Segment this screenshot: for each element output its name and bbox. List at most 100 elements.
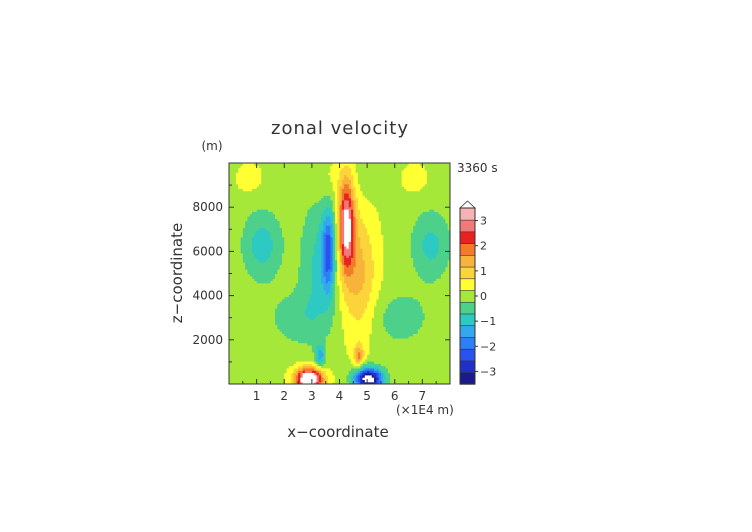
heatmap-cell (252, 331, 255, 334)
heatmap-cell (390, 347, 394, 351)
heatmap-cell (408, 312, 412, 316)
heatmap-cell (383, 358, 387, 362)
heatmap-cell (394, 310, 398, 314)
heatmap-cell (263, 335, 267, 339)
heatmap-cell (258, 340, 262, 344)
heatmap-cell (334, 358, 338, 362)
heatmap-cell (383, 377, 387, 380)
heatmap-cell (431, 379, 435, 383)
heatmap-cell (302, 342, 306, 346)
heatmap-cell (344, 363, 347, 367)
heatmap-cell (408, 328, 412, 332)
heatmap-cell (327, 360, 331, 364)
heatmap-cell (415, 370, 419, 374)
heatmap-cell (254, 303, 258, 307)
heatmap-cell (424, 314, 428, 318)
heatmap-cell (286, 363, 290, 367)
heatmap-cell (433, 331, 437, 334)
heatmap-cell (406, 312, 410, 316)
heatmap-cell (307, 305, 311, 309)
heatmap-cell (270, 312, 274, 316)
heatmap-cell (443, 354, 446, 357)
heatmap-cell (387, 356, 391, 360)
heatmap-cell (408, 301, 412, 305)
heatmap-cell (339, 331, 343, 334)
heatmap-cell (325, 358, 329, 362)
heatmap-cell (406, 374, 410, 378)
heatmap-cell (344, 326, 347, 330)
heatmap-cell (242, 367, 246, 371)
heatmap-cell (321, 312, 324, 316)
heatmap-cell (355, 310, 359, 314)
heatmap-cell (353, 340, 357, 344)
heatmap-cell (380, 324, 384, 328)
heatmap-cell (392, 365, 396, 369)
heatmap-cell (355, 308, 359, 311)
heatmap-cell (378, 312, 382, 316)
heatmap-cell (385, 319, 389, 323)
heatmap-cell (247, 324, 251, 328)
heatmap-cell (332, 319, 336, 323)
heatmap-cell (334, 356, 338, 360)
heatmap-cell (374, 319, 377, 323)
heatmap-cell (408, 314, 412, 318)
heatmap-cell (403, 358, 407, 362)
heatmap-cell (272, 381, 276, 384)
heatmap-cell (291, 305, 295, 309)
heatmap-cell (376, 303, 380, 307)
heatmap-cell (422, 314, 426, 318)
heatmap-cell (369, 314, 373, 318)
heatmap-cell (392, 303, 396, 307)
heatmap-cell (364, 365, 368, 369)
heatmap-cell (406, 381, 410, 384)
heatmap-cell (438, 317, 442, 321)
heatmap-cell (229, 365, 232, 369)
heatmap-cell (309, 363, 313, 367)
heatmap-cell (380, 360, 384, 364)
heatmap-cell (300, 342, 304, 346)
heatmap-cell (235, 358, 239, 362)
heatmap-cell (302, 335, 306, 339)
heatmap-cell (229, 305, 232, 309)
heatmap-cell (249, 335, 253, 339)
heatmap-cell (298, 356, 301, 360)
heatmap-cell (408, 356, 412, 360)
heatmap-cell (281, 324, 285, 328)
heatmap-cell (318, 356, 322, 360)
heatmap-cell (252, 319, 255, 323)
heatmap-cell (367, 331, 371, 334)
heatmap-cell (353, 335, 357, 339)
heatmap-cell (385, 381, 389, 384)
heatmap-cell (397, 337, 400, 341)
heatmap-cell (369, 365, 373, 369)
heatmap-cell (380, 365, 384, 369)
heatmap-cell (438, 321, 442, 325)
heatmap-cell (383, 333, 387, 337)
heatmap-cell (367, 365, 371, 369)
heatmap-cell (325, 367, 329, 371)
heatmap-cell (420, 335, 423, 339)
heatmap-cell (438, 365, 442, 369)
heatmap-cell (288, 344, 292, 348)
heatmap-cell (355, 354, 359, 357)
heatmap-cell (334, 314, 338, 318)
heatmap-cell (383, 310, 387, 314)
heatmap-cell (341, 344, 345, 348)
heatmap-cell (424, 335, 428, 339)
heatmap-cell (256, 308, 260, 311)
heatmap-cell (240, 340, 244, 344)
heatmap-cell (431, 335, 435, 339)
heatmap-cell (258, 351, 262, 355)
heatmap-cell (304, 363, 308, 367)
heatmap-cell (394, 379, 398, 383)
heatmap-cell (302, 310, 306, 314)
heatmap-cell (341, 333, 345, 337)
heatmap-cell (304, 314, 308, 318)
heatmap-cell (364, 344, 368, 348)
heatmap-cell (351, 358, 354, 362)
heatmap-cell (360, 317, 364, 321)
heatmap-cell (252, 340, 255, 344)
heatmap-cell (403, 337, 407, 341)
heatmap-cell (279, 335, 283, 339)
heatmap-cell (300, 324, 304, 328)
